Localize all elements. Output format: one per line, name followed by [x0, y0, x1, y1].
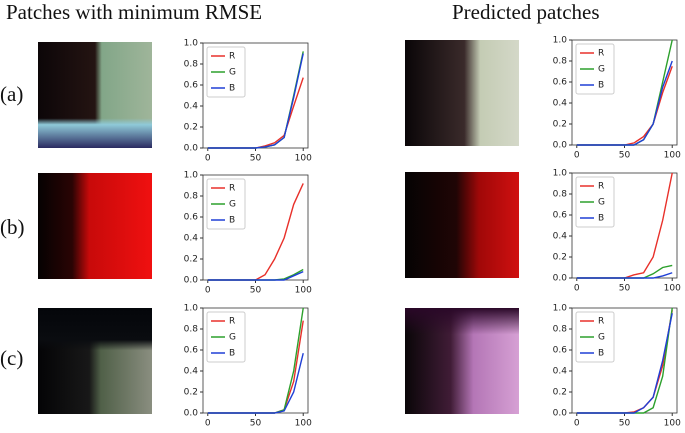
x-tick-label: 100 — [664, 419, 681, 429]
patch — [38, 308, 152, 414]
patch — [405, 308, 519, 414]
legend-label: G — [598, 333, 605, 343]
x-tick-label: 50 — [250, 286, 262, 296]
y-tick-label: 0.6 — [184, 346, 199, 356]
y-tick-label: 1.0 — [184, 304, 199, 314]
y-tick-label: 0.0 — [553, 409, 568, 419]
x-tick-label: 100 — [295, 154, 312, 164]
y-tick-label: 0.2 — [553, 120, 567, 130]
legend-label: B — [229, 216, 235, 226]
y-tick-label: 0.4 — [553, 367, 568, 377]
x-tick-label: 50 — [250, 419, 262, 429]
y-tick-label: 1.0 — [184, 171, 199, 181]
legend-label: R — [229, 52, 235, 62]
legend-label: B — [598, 81, 604, 91]
header-left: Patches with minimum RMSE — [6, 0, 263, 24]
y-tick-label: 0.0 — [553, 141, 568, 151]
line — [207, 270, 304, 281]
legend-label: G — [598, 198, 605, 208]
x-tick-label: 0 — [205, 286, 211, 296]
legend-label: B — [598, 214, 604, 224]
patch — [405, 172, 519, 278]
line — [207, 352, 304, 414]
y-tick-label: 0.6 — [553, 211, 568, 221]
legend-label: R — [598, 49, 604, 59]
y-tick-label: 0.8 — [553, 57, 568, 67]
patch — [38, 42, 152, 148]
x-tick-label: 50 — [250, 154, 262, 164]
y-tick-label: 0.4 — [184, 234, 199, 244]
y-tick-label: 0.4 — [553, 99, 568, 109]
y-tick-label: 0.4 — [184, 367, 199, 377]
x-tick-label: 50 — [619, 151, 631, 161]
legend-label: B — [229, 349, 235, 359]
y-tick-label: 0.0 — [553, 274, 568, 284]
y-tick-label: 0.2 — [184, 255, 198, 265]
legend-label: G — [229, 333, 236, 343]
x-tick-label: 0 — [205, 154, 211, 164]
y-tick-label: 0.0 — [184, 409, 199, 419]
x-tick-label: 0 — [574, 284, 580, 294]
legend-box — [575, 176, 615, 228]
y-tick-label: 0.8 — [553, 325, 568, 335]
legend-box — [575, 311, 615, 363]
y-tick-label: 0.0 — [184, 144, 199, 154]
x-tick-label: 50 — [619, 419, 631, 429]
line — [576, 272, 673, 279]
y-tick-label: 0.6 — [184, 81, 199, 91]
line — [207, 53, 304, 149]
x-tick-label: 0 — [205, 419, 211, 429]
y-tick-label: 1.0 — [553, 304, 568, 314]
y-tick-label: 0.2 — [184, 388, 198, 398]
y-tick-label: 0.4 — [553, 232, 568, 242]
legend-label: R — [229, 317, 235, 327]
y-tick-label: 0.6 — [553, 346, 568, 356]
x-tick-label: 100 — [295, 286, 312, 296]
legend-label: B — [598, 349, 604, 359]
y-tick-label: 0.2 — [184, 123, 198, 133]
legend-label: R — [598, 182, 604, 192]
y-tick-label: 0.0 — [184, 276, 199, 286]
x-tick-label: 100 — [664, 151, 681, 161]
x-tick-label: 0 — [574, 419, 580, 429]
legend-box — [206, 178, 246, 230]
legend-box — [206, 311, 246, 363]
line — [576, 313, 673, 414]
y-tick-label: 0.8 — [553, 190, 568, 200]
patch — [38, 173, 152, 279]
y-tick-label: 0.4 — [184, 102, 199, 112]
row-label: (a) — [0, 82, 24, 106]
legend-label: G — [598, 65, 605, 75]
y-tick-label: 0.8 — [184, 60, 199, 70]
x-tick-label: 100 — [664, 284, 681, 294]
row-label: (c) — [0, 346, 24, 370]
y-tick-label: 0.2 — [553, 253, 567, 263]
y-tick-label: 1.0 — [553, 169, 568, 179]
y-tick-label: 1.0 — [553, 36, 568, 46]
legend-label: R — [598, 317, 604, 327]
line — [576, 264, 673, 279]
legend-label: G — [229, 200, 236, 210]
y-tick-label: 0.8 — [184, 192, 199, 202]
y-tick-label: 0.8 — [184, 325, 199, 335]
line — [576, 60, 673, 146]
row-label: (b) — [0, 215, 25, 239]
y-tick-label: 1.0 — [184, 39, 199, 49]
x-tick-label: 50 — [619, 284, 631, 294]
patch — [405, 40, 519, 146]
legend-box — [206, 46, 246, 98]
header-right: Predicted patches — [452, 0, 600, 24]
x-tick-label: 0 — [574, 151, 580, 161]
legend-label: B — [229, 84, 235, 94]
legend-label: G — [229, 68, 236, 78]
legend-box — [575, 43, 615, 95]
x-tick-label: 100 — [295, 419, 312, 429]
y-tick-label: 0.6 — [553, 78, 568, 88]
y-tick-label: 0.6 — [184, 213, 199, 223]
legend-label: R — [229, 184, 235, 194]
y-tick-label: 0.2 — [553, 388, 567, 398]
